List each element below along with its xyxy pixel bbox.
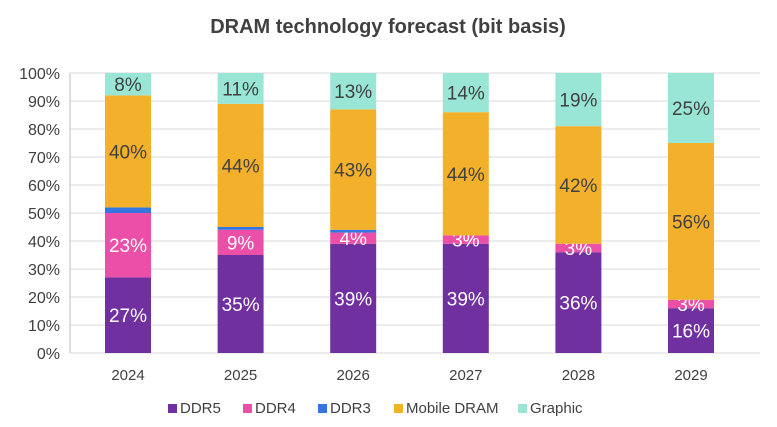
legend-label: DDR5 [180,400,221,417]
y-tick-label: 60% [28,178,60,195]
data-label: 39% [447,289,485,310]
data-label: 25% [672,99,710,120]
data-label: 56% [672,212,710,233]
x-tick-label: 2026 [337,367,370,384]
y-tick-label: 40% [28,234,60,251]
data-label: 40% [109,142,147,163]
bar-segment-graphic [217,73,264,104]
data-label: 9% [227,233,255,254]
bar-segment-ddr5 [555,252,602,353]
bar-segment-ddr5 [217,255,264,353]
bar-segment-ddr5 [668,308,714,353]
bar-segment-graphic [330,73,377,110]
y-tick-label: 90% [28,94,60,111]
x-tick-label: 2027 [449,367,482,384]
data-label: 39% [334,289,372,310]
bar-segment-mobile-dram [217,103,264,227]
data-label: 8% [114,75,142,96]
data-label: 3% [677,295,705,316]
data-label: 44% [222,156,260,177]
legend-label: DDR3 [330,400,371,417]
chart-title: DRAM technology forecast (bit basis) [210,16,566,38]
bar-segment-mobile-dram [330,109,377,230]
bar-segment-ddr5 [105,277,151,353]
y-tick-label: 20% [28,290,60,307]
legend-swatch [318,404,327,413]
data-label: 3% [452,231,480,252]
bar-segment-mobile-dram [668,143,714,300]
data-label: 3% [565,239,593,260]
bar-segment-graphic [555,73,602,127]
legend-label: Graphic [530,400,583,417]
data-label: 27% [109,306,147,327]
data-label: 14% [447,84,485,105]
data-label: 13% [334,82,372,103]
bar-segment-ddr3 [105,207,151,213]
bar-segment-graphic [668,73,714,143]
data-label: 42% [559,176,597,197]
bar-segment-ddr4 [330,232,377,244]
data-label: 4% [339,229,367,250]
bar-segment-ddr3 [217,227,264,230]
data-label: 23% [109,236,147,257]
bar-segment-ddr4 [555,243,602,253]
y-tick-label: 100% [19,66,60,83]
x-tick-label: 2029 [674,367,707,384]
data-label: 44% [447,165,485,186]
bar-segment-mobile-dram [442,112,489,236]
bar-segment-ddr4 [217,229,264,255]
legend-swatch [243,404,252,413]
bar-segment-ddr5 [442,243,489,353]
bar-segment-ddr5 [330,243,377,353]
x-tick-label: 2028 [562,367,595,384]
data-label: 19% [559,91,597,112]
legend-swatch [394,404,403,413]
bar-segment-ddr4 [105,213,151,278]
bar-segment-ddr4 [442,235,489,244]
x-tick-label: 2024 [111,367,144,384]
data-label: 43% [334,161,372,182]
data-label: 35% [222,295,260,316]
data-label: 16% [672,322,710,343]
y-tick-label: 70% [28,150,60,167]
bar-segment-mobile-dram [105,95,151,208]
bar-segment-mobile-dram [555,126,602,244]
y-tick-label: 50% [28,206,60,223]
bar-segment-graphic [105,73,151,96]
y-tick-label: 0% [37,346,60,363]
bar-segment-ddr4 [668,299,714,309]
legend-label: Mobile DRAM [406,400,499,417]
legend-swatch [168,404,177,413]
y-tick-label: 10% [28,318,60,335]
bar-segment-graphic [442,73,489,113]
legend-swatch [518,404,527,413]
data-label: 36% [559,294,597,315]
x-tick-label: 2025 [224,367,257,384]
data-label: 11% [222,79,259,100]
y-tick-label: 30% [28,262,60,279]
bar-segment-ddr3 [330,229,377,233]
y-tick-label: 80% [28,122,60,139]
legend-label: DDR4 [255,400,296,417]
